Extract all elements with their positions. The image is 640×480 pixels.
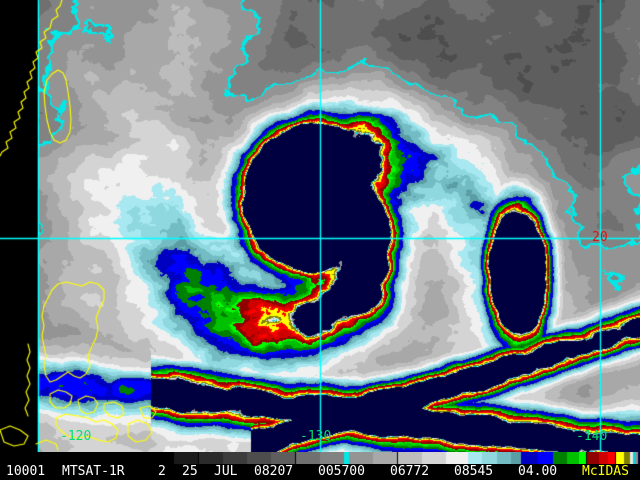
image-time: 005700 <box>318 464 365 479</box>
longitude-label-120: -120 <box>60 429 92 444</box>
frame-number: 10001 <box>6 464 46 479</box>
satellite-image-pane[interactable] <box>0 0 640 452</box>
band-number: 2 <box>158 464 166 479</box>
longitude-label-140: -140 <box>576 429 608 444</box>
line-coordinate: 06772 <box>390 464 430 479</box>
colorbar-canvas <box>0 452 640 464</box>
satellite-name: MTSAT-1R <box>62 464 125 479</box>
longitude-label-130: -130 <box>300 429 332 444</box>
image-status-bar: 10001 MTSAT-1R 2 25 JUL 08207 005700 067… <box>0 464 640 480</box>
resolution: 04.00 <box>518 464 558 479</box>
month: JUL <box>214 464 238 479</box>
julian-date: 08207 <box>254 464 294 479</box>
software-brand: McIDAS <box>582 464 629 479</box>
satellite-image-canvas[interactable] <box>0 0 640 452</box>
element-coordinate: 08545 <box>454 464 494 479</box>
latitude-label-20: 20 <box>592 230 608 245</box>
ir-enhancement-colorbar <box>0 452 640 464</box>
day-of-month: 25 <box>182 464 198 479</box>
